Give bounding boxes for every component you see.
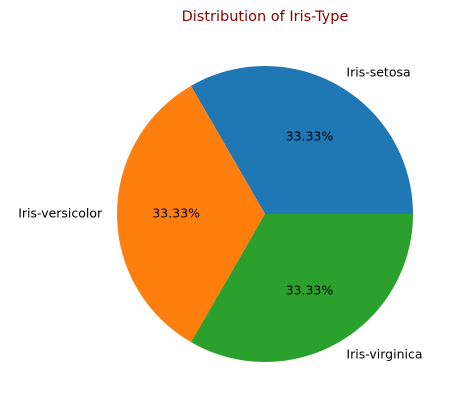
slice-percent-iris-virginica: 33.33% [286, 282, 334, 297]
pie-labels: Iris-setosa 33.33% Iris-versicolor 33.33% Ir… [18, 65, 422, 362]
pie-slice-iris-versicolor [117, 85, 266, 343]
slice-label-iris-virginica: Iris-virginica [346, 346, 422, 361]
slice-label-iris-versicolor: Iris-versicolor [18, 206, 103, 221]
slice-label-iris-setosa: Iris-setosa [346, 65, 410, 80]
pie-slice-iris-setosa [191, 66, 413, 214]
pie-slice-iris-virginica [191, 214, 413, 362]
pie-slices [117, 66, 413, 362]
slice-percent-iris-versicolor: 33.33% [152, 206, 200, 221]
chart-title: Distribution of Iris-Type [182, 9, 349, 25]
slice-percent-iris-setosa: 33.33% [286, 129, 334, 144]
